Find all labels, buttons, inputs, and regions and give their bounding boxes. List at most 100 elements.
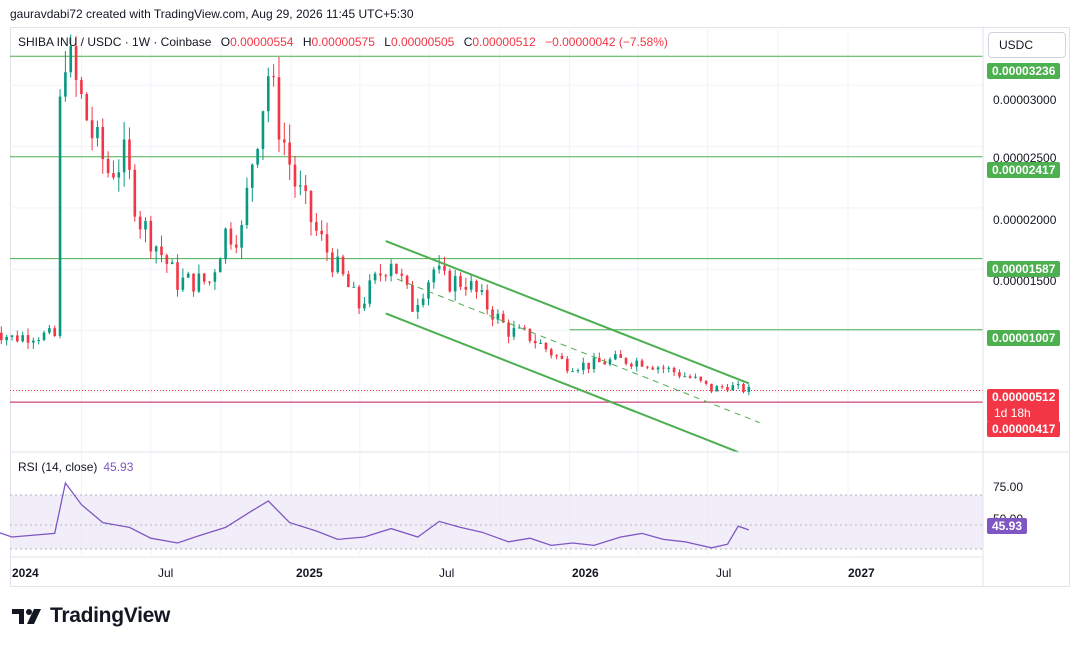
- candle-body: [101, 127, 105, 159]
- candle-body: [544, 342, 548, 350]
- rsi-value: 45.93: [103, 460, 134, 474]
- candle-body: [218, 259, 222, 273]
- candle-body: [165, 255, 169, 264]
- candle-body: [523, 327, 526, 329]
- candle-body: [74, 46, 78, 80]
- current-price-value: 0.00000512: [992, 390, 1056, 404]
- horizontal-levels[interactable]: [10, 55, 983, 403]
- candle-body: [368, 280, 372, 304]
- rsi-legend[interactable]: RSI (14, close) 45.93: [18, 460, 133, 474]
- candle-body: [202, 273, 206, 282]
- candle-body: [357, 286, 361, 309]
- channel-lower-line: [385, 312, 739, 454]
- candle-body: [736, 384, 740, 386]
- candle-body: [683, 376, 687, 378]
- candle-body: [58, 96, 62, 336]
- open-value: 0.00000554: [230, 35, 294, 49]
- candle-body: [427, 282, 430, 299]
- low-value: 0.00000505: [390, 35, 455, 49]
- candle-body: [640, 360, 644, 367]
- candle-body: [619, 354, 622, 358]
- change-value: −0.00000042 (−7.58%): [545, 35, 668, 49]
- level-tag-r3[interactable]: 0.00001587: [987, 261, 1061, 277]
- candle-body: [480, 290, 484, 292]
- rsi-band: [10, 494, 983, 550]
- price-tick: 0.00003000: [993, 93, 1057, 107]
- candle-body: [630, 363, 633, 367]
- level-tag-r4[interactable]: 0.00001007: [987, 330, 1061, 346]
- channel-upper-line: [385, 240, 750, 385]
- candle-body: [726, 387, 729, 391]
- candle-body: [400, 273, 404, 276]
- level-tag-r1[interactable]: 0.00003236: [987, 63, 1061, 79]
- candle-body: [256, 149, 259, 165]
- candle-body: [106, 158, 110, 174]
- support-tag[interactable]: 0.00000417: [987, 421, 1061, 437]
- low-key: L: [384, 35, 391, 49]
- candle-body: [512, 327, 516, 337]
- current-price-tag[interactable]: 0.00000512 1d 18h: [987, 389, 1059, 422]
- candle-body: [587, 362, 590, 370]
- candle-body: [395, 263, 398, 274]
- candle-body: [144, 220, 147, 230]
- candle-body: [283, 139, 286, 143]
- time-label: 2026: [572, 566, 599, 580]
- candle-body: [576, 370, 580, 372]
- candle-body: [186, 273, 190, 278]
- candle-body: [117, 172, 121, 178]
- candle-body: [432, 269, 436, 283]
- candle-body: [443, 265, 446, 271]
- candle-body: [715, 386, 719, 392]
- candle-body: [176, 262, 179, 290]
- candle-body: [181, 277, 185, 290]
- candle-body: [21, 335, 24, 342]
- ohlc-legend: SHIBA INU / USDC · 1W · Coinbase O0.0000…: [18, 35, 668, 49]
- candle-body: [379, 273, 382, 276]
- candle-body: [598, 357, 601, 363]
- candle-body: [363, 303, 366, 309]
- candle-body: [459, 276, 462, 287]
- candle-body: [325, 234, 329, 253]
- brand-logo[interactable]: TradingView: [12, 604, 170, 628]
- candle-body: [197, 273, 201, 292]
- candle-body: [501, 313, 505, 323]
- symbol-label[interactable]: SHIBA INU / USDC · 1W · Coinbase: [18, 35, 212, 49]
- candle-body: [496, 313, 500, 320]
- candle-body: [192, 273, 195, 292]
- candle-body: [112, 173, 115, 178]
- candle-body: [662, 367, 665, 369]
- candle-body: [560, 355, 564, 359]
- candle-body: [5, 336, 8, 341]
- candle-body: [373, 273, 377, 281]
- candle-body: [549, 349, 553, 356]
- candle-body: [688, 376, 692, 378]
- candle-body: [69, 46, 73, 73]
- candle-body: [533, 340, 537, 344]
- level-tag-r2[interactable]: 0.00002417: [987, 162, 1061, 178]
- price-tick: 0.00001500: [993, 274, 1057, 288]
- candle-body: [720, 386, 724, 388]
- rsi-background: [10, 495, 983, 549]
- price-tick: 0.00002500: [993, 151, 1057, 165]
- candle-body: [304, 185, 307, 192]
- candle-body: [26, 335, 30, 343]
- candle-body: [614, 354, 617, 360]
- candle-body: [48, 328, 51, 333]
- candle-body: [336, 256, 340, 273]
- candle-body: [416, 305, 420, 312]
- high-value: 0.00000575: [311, 35, 375, 49]
- candle-body: [341, 256, 345, 275]
- candle-body: [331, 252, 334, 273]
- grid: [10, 30, 983, 555]
- candle-body: [309, 191, 313, 223]
- candle-body: [10, 335, 14, 337]
- candle-body: [42, 332, 46, 341]
- candle-body: [672, 367, 676, 373]
- descending-channel[interactable]: [385, 240, 760, 454]
- candle-body: [133, 169, 137, 217]
- candle-body: [352, 286, 356, 288]
- close-value: 0.00000512: [472, 35, 536, 49]
- candle-body: [240, 225, 243, 248]
- currency-selector[interactable]: USDC: [988, 32, 1066, 58]
